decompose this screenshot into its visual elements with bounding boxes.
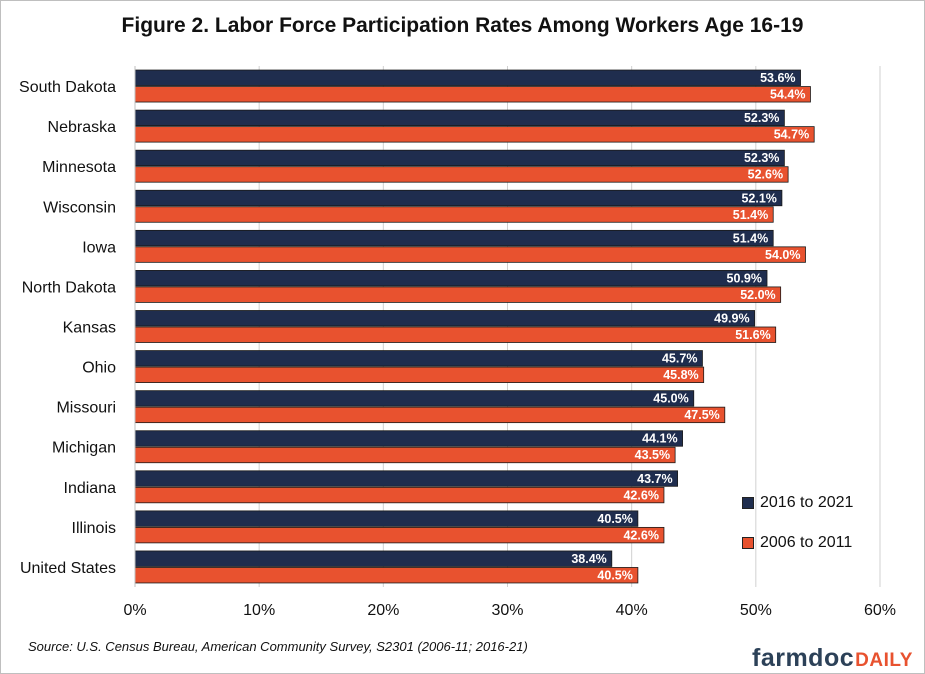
chart-title: Figure 2. Labor Force Participation Rate… [121, 14, 804, 37]
bar [134, 126, 815, 143]
category-label: North Dakota [22, 279, 116, 296]
data-label: 51.4% [733, 231, 768, 245]
category-label: Kansas [63, 320, 116, 337]
x-tick-label: 30% [491, 602, 523, 619]
bar [134, 326, 777, 343]
bar [134, 510, 639, 527]
data-label: 47.5% [684, 408, 719, 422]
source-note: Source: U.S. Census Bureau, American Com… [28, 639, 528, 654]
data-label: 54.4% [770, 88, 805, 102]
data-label: 44.1% [642, 432, 677, 446]
x-tick-label: 50% [740, 602, 772, 619]
data-label: 45.8% [663, 368, 698, 382]
x-tick-label: 60% [864, 602, 896, 619]
data-label: 51.4% [733, 208, 768, 222]
category-label: Iowa [82, 239, 116, 256]
legend-swatch-2006-2011 [742, 537, 754, 549]
bar [134, 69, 801, 86]
bar [134, 390, 695, 407]
category-label: Ohio [82, 360, 116, 377]
bar [134, 246, 806, 263]
bar [134, 310, 755, 327]
legend-label-2016-2021: 2016 to 2021 [760, 494, 854, 511]
data-label: 45.0% [653, 392, 688, 406]
brand-logo: farmdocDAILY [752, 644, 913, 673]
category-label: United States [20, 560, 116, 577]
data-label: 45.7% [662, 352, 697, 366]
legend-item-2006-2011: 2006 to 2011 [742, 534, 852, 552]
bar [134, 166, 789, 183]
x-tick-label: 40% [616, 602, 648, 619]
category-label: Missouri [56, 400, 116, 417]
legend-item-2016-2021: 2016 to 2021 [742, 494, 853, 512]
data-label: 53.6% [760, 71, 795, 85]
data-label: 54.0% [765, 248, 800, 262]
data-label: 49.9% [714, 312, 749, 326]
category-label: Indiana [64, 480, 117, 497]
data-label: 52.1% [741, 191, 776, 205]
bar [134, 366, 705, 383]
data-label: 54.7% [774, 128, 809, 142]
data-label: 52.3% [744, 111, 779, 125]
bar [134, 229, 774, 247]
category-label: Illinois [72, 520, 116, 537]
data-label: 40.5% [597, 568, 632, 582]
bar [134, 286, 782, 303]
category-label: South Dakota [19, 79, 116, 96]
legend-label-2006-2011: 2006 to 2011 [760, 534, 853, 551]
legend-swatch-2016-2021 [742, 497, 754, 509]
x-tick-label: 20% [367, 602, 399, 619]
bar [134, 149, 785, 167]
bar [134, 470, 679, 487]
brand-part2: DAILY [855, 650, 913, 671]
bar [134, 206, 774, 223]
bar [134, 567, 639, 584]
bar [134, 446, 676, 464]
category-label: Minnesota [42, 159, 116, 176]
data-label: 42.6% [623, 528, 658, 542]
data-label: 38.4% [571, 552, 606, 566]
data-label: 50.9% [727, 271, 762, 285]
brand-part1: farmdoc [752, 644, 855, 672]
bar [134, 86, 811, 103]
bar [134, 189, 783, 207]
data-label: 43.7% [637, 472, 672, 486]
bar [134, 406, 726, 424]
data-label: 42.6% [623, 488, 658, 502]
category-label: Michigan [52, 440, 116, 457]
data-label: 43.5% [635, 448, 670, 462]
bar [134, 350, 703, 367]
bar [134, 270, 768, 287]
data-label: 52.6% [748, 168, 783, 182]
category-label: Wisconsin [43, 199, 116, 216]
data-label: 51.6% [735, 328, 770, 342]
bar [134, 526, 665, 544]
x-tick-label: 10% [243, 602, 275, 619]
data-label: 52.3% [744, 151, 779, 165]
bar [134, 550, 613, 567]
data-label: 40.5% [597, 512, 632, 526]
bar [134, 486, 665, 504]
data-label: 52.0% [740, 288, 775, 302]
x-tick-label: 0% [123, 602, 146, 619]
category-label: Nebraska [48, 119, 117, 136]
bar [134, 109, 785, 127]
bar [134, 430, 683, 447]
